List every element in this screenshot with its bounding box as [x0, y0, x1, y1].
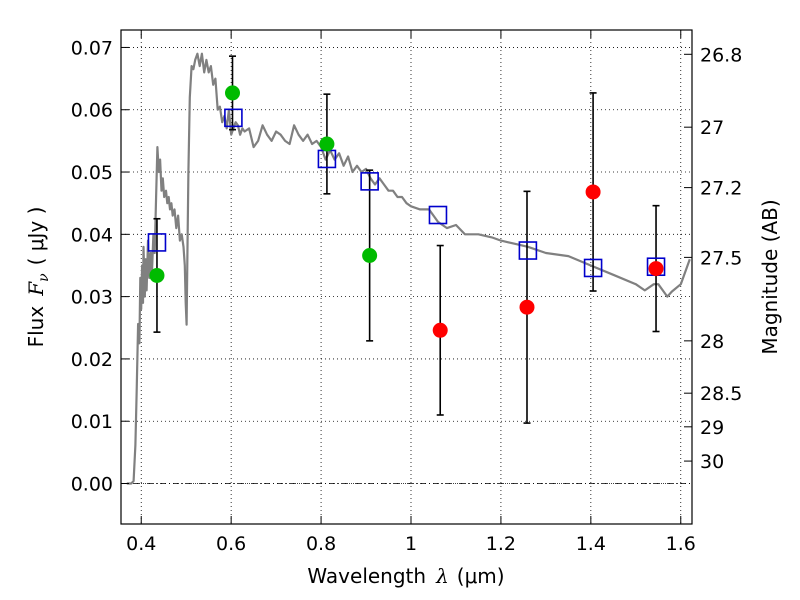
y-tick-label: 0.03	[71, 287, 113, 309]
y2-tick-label: 30	[700, 451, 724, 473]
x-tick-label: 1.4	[576, 533, 606, 555]
detection-point	[319, 136, 335, 152]
x-tick-label: 0.4	[126, 533, 156, 555]
y2-tick-label: 28.5	[700, 383, 742, 405]
x-tick-label: 1.2	[486, 533, 516, 555]
y2-axis-label: Magnitude (AB)	[758, 199, 782, 354]
y-tick-label: 0.05	[71, 162, 113, 184]
x-tick-label: 1	[405, 533, 417, 555]
y2-tick-label: 27.5	[700, 247, 742, 269]
y-tick-label: 0.00	[71, 474, 113, 496]
plot-area	[120, 29, 693, 525]
model-square	[428, 205, 448, 225]
detection-point	[149, 267, 165, 283]
y-axis-label-unit: ( μJy )	[24, 207, 48, 266]
x-axis-label: Wavelength λ (μm)	[307, 564, 504, 588]
model-square	[583, 258, 603, 278]
y-tick-label: 0.02	[71, 349, 113, 371]
nondetection-point	[585, 184, 601, 200]
detection-point	[225, 85, 241, 101]
y-tick-label: 0.01	[71, 411, 113, 433]
y-axis-label-symbol: F	[24, 281, 48, 297]
model-square	[224, 108, 243, 128]
y2-tick-label: 28	[700, 331, 724, 353]
y2-tick-label: 27.2	[700, 178, 742, 200]
nondetection-point	[519, 299, 535, 315]
nondetection-points	[432, 184, 664, 338]
y-tick-label: 0.06	[71, 100, 113, 122]
model-square	[147, 233, 167, 252]
y-tick-label: 0.04	[71, 224, 113, 246]
x-tick-label: 0.8	[306, 533, 336, 555]
y-axis-label-sub: ν	[36, 273, 52, 282]
template-sed-path	[126, 52, 691, 485]
y-axis-label-prefix: Flux	[24, 306, 48, 348]
x-axis-label-symbol: λ	[435, 564, 449, 588]
x-tick-label: 0.6	[216, 533, 246, 555]
x-axis: 0.4 0.6 0.8 1 1.2 1.4 1.6	[126, 30, 696, 555]
model-square	[518, 241, 538, 260]
y2-tick-label: 27	[700, 117, 724, 139]
template-sed-line	[126, 52, 691, 485]
y2-axis: 26.8 27 27.2 27.5 28 28.5 29 30	[684, 44, 742, 473]
plot-frame	[120, 29, 693, 525]
x-tick-label: 1.6	[666, 533, 696, 555]
model-square	[360, 172, 379, 191]
y-axis: 0.00 0.01 0.02 0.03 0.04 0.05 0.06 0.07	[71, 37, 129, 496]
y-axis-label: Flux Fν ( μJy )	[24, 207, 52, 348]
detection-points	[149, 85, 378, 283]
detection-point	[362, 248, 378, 264]
y2-tick-label: 29	[700, 417, 724, 439]
y2-tick-label: 26.8	[700, 44, 742, 66]
x-axis-label-unit: (μm)	[457, 564, 505, 588]
x-axis-label-prefix: Wavelength	[307, 564, 426, 588]
y-tick-label: 0.07	[71, 37, 113, 59]
nondetection-point	[648, 261, 664, 277]
nondetection-point	[432, 322, 448, 338]
